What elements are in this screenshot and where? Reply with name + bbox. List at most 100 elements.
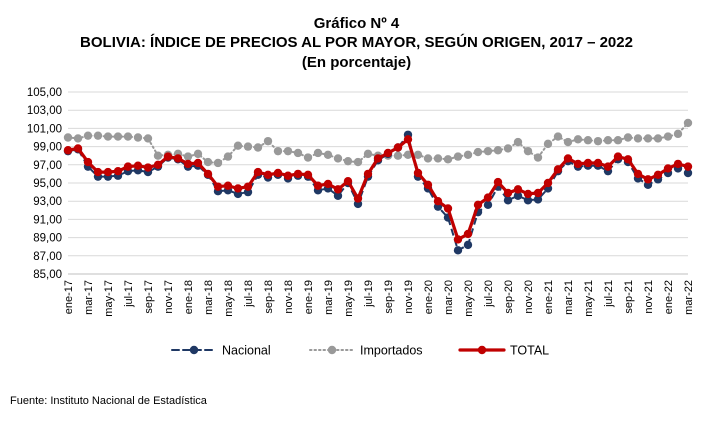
point-total [403, 135, 413, 144]
point-importados [543, 139, 553, 149]
point-total [153, 160, 163, 169]
y-tick-label: 89,00 [33, 233, 62, 245]
point-nacional [453, 246, 463, 255]
point-importados [93, 131, 103, 140]
x-tick-label: mar-22 [683, 280, 695, 315]
y-tick-label: 85,00 [33, 269, 62, 281]
point-total [653, 170, 663, 180]
point-total [73, 144, 83, 153]
point-importados [553, 132, 563, 141]
y-tick-label: 103,00 [27, 105, 62, 117]
legend-marker-importados [327, 345, 337, 355]
point-importados [433, 154, 443, 163]
x-tick-label: ene-17 [63, 280, 75, 314]
y-tick-label: 99,00 [33, 142, 62, 154]
point-nacional [463, 240, 473, 250]
x-tick-label: mar-17 [83, 280, 95, 315]
point-importados [363, 149, 373, 159]
point-importados [73, 134, 83, 143]
point-importados [653, 134, 663, 143]
point-total [103, 167, 113, 177]
y-tick-label: 95,00 [33, 178, 62, 190]
point-importados [623, 133, 633, 142]
point-total [663, 164, 673, 173]
y-tick-label: 87,00 [33, 251, 62, 263]
point-total [143, 163, 153, 172]
chart-title: Gráfico Nº 4 [313, 15, 400, 32]
point-total [533, 188, 543, 198]
x-tick-label: may-21 [583, 280, 595, 317]
point-total [243, 182, 253, 191]
point-importados [213, 158, 223, 168]
point-nacional [533, 195, 543, 204]
chart-subtitle: BOLIVIA: ÍNDICE DE PRECIOS AL POR MAYOR,… [80, 34, 633, 51]
point-total [603, 162, 613, 171]
point-total [223, 181, 233, 190]
point-importados [153, 151, 163, 160]
y-tick-label: 101,00 [27, 123, 62, 135]
point-total [643, 175, 653, 184]
point-total [293, 169, 303, 179]
point-importados [223, 152, 233, 161]
point-total [683, 162, 693, 171]
point-nacional [523, 196, 533, 205]
point-importados [633, 134, 643, 143]
point-total [453, 235, 463, 244]
y-tick-label: 105,00 [27, 87, 62, 99]
point-importados [313, 148, 323, 158]
point-importados [683, 118, 693, 128]
point-total [473, 200, 483, 210]
point-nacional [513, 191, 523, 200]
x-tick-label: sep-19 [383, 280, 395, 314]
point-total [313, 181, 323, 190]
point-importados [573, 135, 583, 144]
point-importados [533, 153, 543, 162]
point-importados [203, 157, 213, 167]
point-importados [473, 147, 483, 157]
point-total [553, 165, 563, 174]
point-importados [413, 150, 423, 159]
point-total [583, 158, 593, 168]
point-total [363, 169, 373, 179]
point-importados [563, 137, 573, 147]
point-importados [343, 156, 353, 166]
x-tick-label: ene-21 [543, 280, 555, 314]
x-tick-label: jul-19 [363, 280, 375, 308]
x-tick-label: mar-19 [323, 280, 335, 315]
point-total [273, 168, 283, 178]
point-total [433, 197, 443, 206]
point-total [173, 154, 183, 163]
point-importados [463, 150, 473, 159]
chart-units: (En porcentaje) [301, 54, 412, 71]
point-importados [263, 136, 273, 146]
y-tick-label: 97,00 [33, 160, 62, 172]
point-total [413, 168, 423, 178]
point-total [93, 167, 103, 177]
point-importados [303, 153, 313, 162]
point-total [633, 169, 643, 179]
point-total [253, 167, 263, 177]
y-tick-label: 91,00 [33, 214, 62, 226]
legend-label-nacional: Nacional [222, 344, 271, 358]
point-total [503, 188, 513, 198]
x-tick-label: jul-18 [243, 280, 255, 308]
point-total [203, 169, 213, 179]
x-tick-label: ene-22 [663, 280, 675, 314]
line-chart: 85,00 87,00 89,00 91,00 93,00 95,00 97,00 99,00… [27, 87, 695, 358]
point-importados [183, 152, 193, 161]
point-total [543, 178, 553, 188]
point-importados [403, 150, 413, 159]
legend: Nacional Importados TOTAL [171, 344, 549, 358]
point-importados [243, 142, 253, 151]
point-importados [113, 132, 123, 141]
x-tick-label: ene-19 [303, 280, 315, 314]
x-tick-label: ene-20 [423, 280, 435, 314]
point-total [123, 162, 133, 171]
point-total [623, 155, 633, 164]
point-importados [273, 146, 283, 156]
point-total [443, 204, 453, 213]
point-importados [123, 132, 133, 141]
point-total [483, 193, 493, 202]
point-importados [523, 146, 533, 156]
x-tick-label: may-20 [463, 280, 475, 317]
